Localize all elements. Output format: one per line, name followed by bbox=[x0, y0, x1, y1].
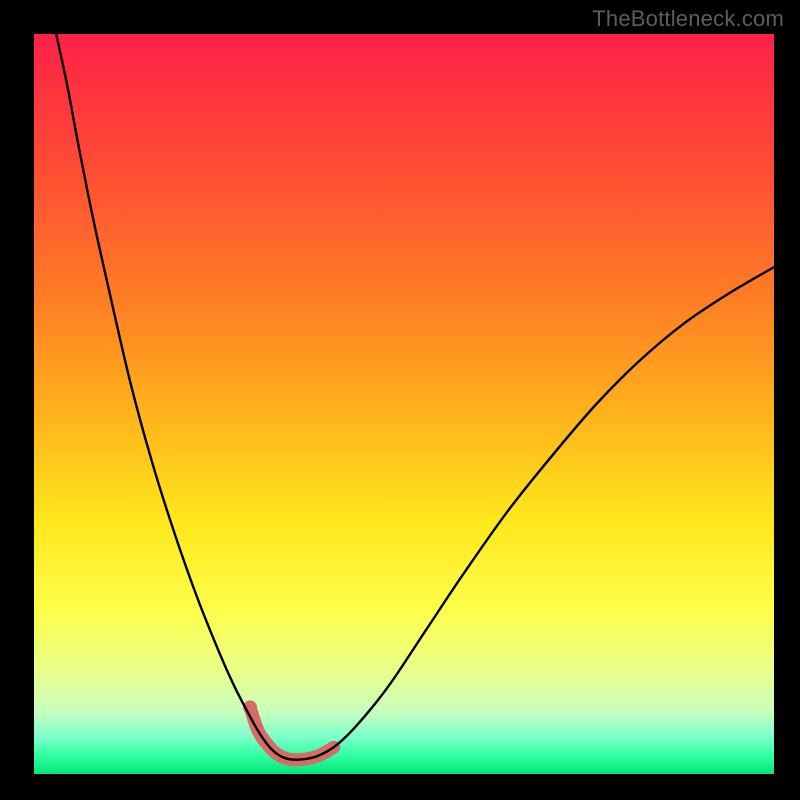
bottleneck-chart bbox=[0, 0, 800, 800]
watermark-text: TheBottleneck.com bbox=[592, 6, 784, 32]
